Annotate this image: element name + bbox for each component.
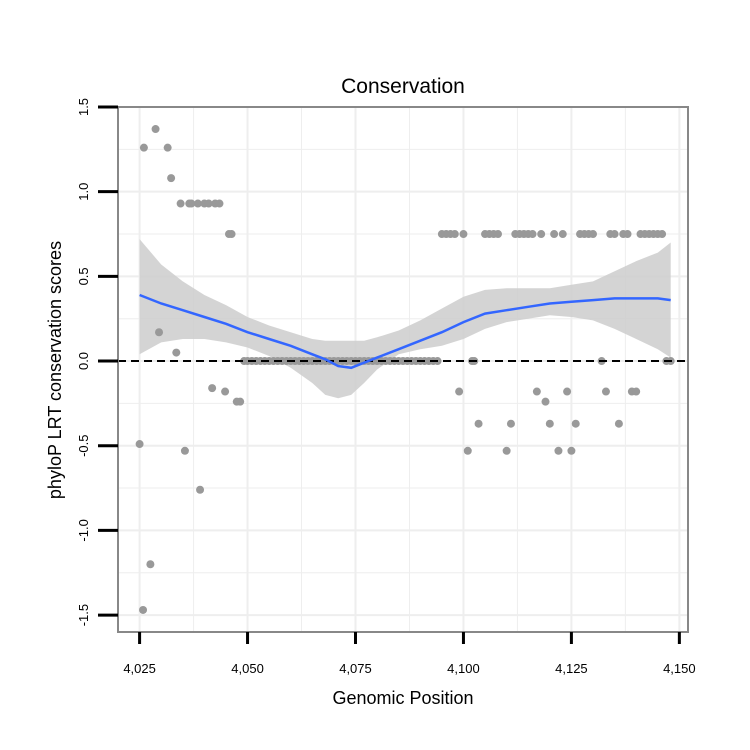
data-point bbox=[658, 230, 667, 239]
y-tick-label: -0.5 bbox=[76, 434, 91, 456]
x-tick-label: 4,100 bbox=[447, 661, 480, 676]
data-point bbox=[601, 387, 610, 396]
x-tick-label: 4,050 bbox=[231, 661, 264, 676]
y-axis: -1.5 -1.0 -0.5 0.0 0.5 1.0 1.5 bbox=[76, 98, 118, 626]
data-point bbox=[614, 419, 623, 428]
data-point bbox=[167, 174, 176, 183]
y-tick-label: 1.0 bbox=[76, 183, 91, 201]
y-tick-label: 0.5 bbox=[76, 267, 91, 285]
data-point bbox=[502, 446, 511, 455]
data-point bbox=[528, 230, 537, 239]
y-tick-label: 0.0 bbox=[76, 352, 91, 370]
data-point bbox=[623, 230, 632, 239]
data-point bbox=[632, 387, 641, 396]
x-axis-label: Genomic Position bbox=[332, 688, 473, 708]
data-point bbox=[180, 446, 189, 455]
data-point bbox=[506, 419, 515, 428]
y-tick-label: 1.5 bbox=[76, 98, 91, 116]
data-point bbox=[571, 419, 580, 428]
data-point bbox=[463, 446, 472, 455]
data-point bbox=[550, 230, 559, 239]
confidence-ribbon bbox=[139, 239, 671, 399]
chart-title: Conservation bbox=[341, 75, 465, 98]
data-point bbox=[215, 199, 224, 208]
y-tick-label: -1.0 bbox=[76, 519, 91, 541]
grid-lines bbox=[118, 106, 688, 632]
data-point bbox=[545, 419, 554, 428]
x-tick-label: 4,025 bbox=[123, 661, 156, 676]
data-point bbox=[187, 199, 196, 208]
data-point bbox=[221, 387, 230, 396]
data-point bbox=[554, 446, 563, 455]
data-point bbox=[236, 397, 245, 406]
data-point bbox=[459, 230, 468, 239]
data-point bbox=[541, 397, 550, 406]
x-axis: 4,025 4,050 4,075 4,100 4,125 4,150 bbox=[123, 632, 696, 676]
data-point bbox=[450, 230, 459, 239]
data-point bbox=[567, 446, 576, 455]
x-tick-label: 4,150 bbox=[663, 661, 696, 676]
x-tick-label: 4,075 bbox=[339, 661, 372, 676]
x-tick-label: 4,125 bbox=[555, 661, 588, 676]
data-point bbox=[155, 328, 164, 337]
data-point bbox=[474, 419, 483, 428]
data-point bbox=[163, 143, 172, 152]
data-point bbox=[176, 199, 185, 208]
data-point bbox=[494, 230, 502, 239]
data-points bbox=[135, 125, 675, 614]
data-point bbox=[172, 348, 181, 357]
data-point bbox=[227, 230, 236, 239]
data-point bbox=[455, 387, 464, 396]
data-point bbox=[151, 125, 160, 134]
data-point bbox=[193, 199, 202, 208]
data-point bbox=[208, 384, 217, 393]
data-point bbox=[146, 560, 155, 569]
data-point bbox=[139, 143, 148, 152]
data-point bbox=[610, 230, 619, 239]
data-point bbox=[135, 440, 144, 449]
data-point bbox=[204, 199, 213, 208]
data-point bbox=[532, 387, 541, 396]
data-point bbox=[537, 230, 546, 239]
data-point bbox=[563, 387, 572, 396]
data-point bbox=[558, 230, 567, 239]
smooth-line bbox=[139, 293, 671, 370]
data-point bbox=[139, 605, 148, 614]
data-point bbox=[589, 230, 597, 239]
y-tick-label: -1.5 bbox=[76, 604, 91, 626]
y-axis-label: phyloP LRT conservation scores bbox=[45, 241, 65, 499]
panel-border bbox=[117, 106, 689, 633]
data-point bbox=[196, 485, 205, 494]
